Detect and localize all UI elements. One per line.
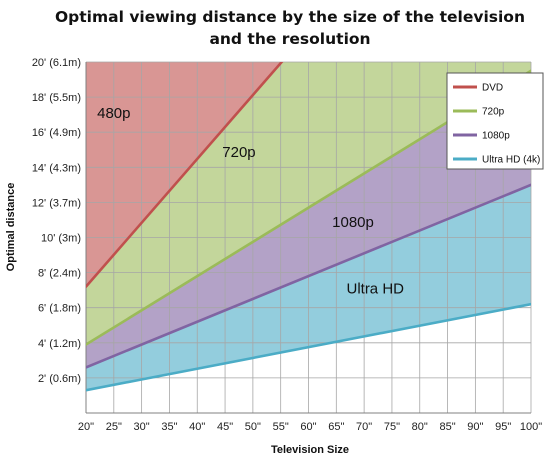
y-tick-label-8: 18' (5.5m) (32, 92, 81, 104)
y-tick-label-5: 12' (3.7m) (32, 197, 81, 209)
series-line-1080p (86, 183, 531, 369)
chart-title-line-2: and the resolution (209, 30, 370, 48)
x-tick-label-11: 75" (384, 421, 400, 433)
series-line-dvd (86, 62, 284, 288)
region-label-1080p: 1080p (332, 214, 374, 231)
chart-title-line-1: Optimal viewing distance by the size of … (55, 8, 525, 26)
x-tick-label-5: 45" (217, 421, 233, 433)
x-tick-label-15: 95" (495, 421, 511, 433)
x-axis-label: Television Size (271, 444, 349, 456)
region-label-ultra-hd: Ultra HD (346, 281, 404, 298)
x-tick-label-0: 20" (78, 421, 94, 433)
y-tick-label-3: 8' (2.4m) (38, 268, 81, 280)
x-tick-label-4: 40" (189, 421, 205, 433)
legend-box (446, 72, 544, 170)
x-tick-label-2: 30" (134, 421, 150, 433)
legend-label-1: 720p (482, 107, 505, 118)
x-tick-label-8: 60" (300, 421, 316, 433)
plot-area: 2' (0.6m) 4' (1.2m) 6' (1.8m) 8' (2.4m) 10' … (32, 57, 544, 433)
legend-label-2: 1080p (482, 131, 510, 142)
x-tick-label-9: 65" (328, 421, 344, 433)
y-axis-label: Optimal distance (5, 183, 17, 272)
y-tick-label-0: 2' (0.6m) (38, 373, 81, 385)
y-tick-label-7: 16' (4.9m) (32, 127, 81, 139)
series-line-ultra-hd-4k (86, 302, 531, 392)
x-tick-label-13: 85" (439, 421, 455, 433)
x-tick-label-7: 55" (273, 421, 289, 433)
region-label-480p: 480p (97, 105, 130, 122)
region-label-720p: 720p (222, 144, 255, 161)
x-tick-label-10: 70" (356, 421, 372, 433)
x-tick-label-12: 80" (412, 421, 428, 433)
x-tick-label-1: 25" (106, 421, 122, 433)
y-tick-label-9: 20' (6.1m) (32, 57, 81, 69)
y-tick-label-2: 6' (1.8m) (38, 303, 81, 315)
legend-label-3: Ultra HD (4k) (482, 155, 540, 166)
legend: DVD 720p 1080p Ultra HD (4k) (446, 72, 544, 170)
x-tick-label-16: 100" (520, 421, 542, 433)
y-tick-label-6: 14' (4.3m) (32, 162, 81, 174)
grid-lines (85, 61, 532, 414)
x-tick-label-14: 90" (467, 421, 483, 433)
series-lines (86, 62, 531, 392)
x-tick-label-3: 35" (161, 421, 177, 433)
y-tick-label-4: 10' (3m) (41, 233, 81, 245)
y-tick-label-1: 4' (1.2m) (38, 338, 81, 350)
legend-label-0: DVD (482, 83, 503, 94)
x-tick-label-6: 50" (245, 421, 261, 433)
